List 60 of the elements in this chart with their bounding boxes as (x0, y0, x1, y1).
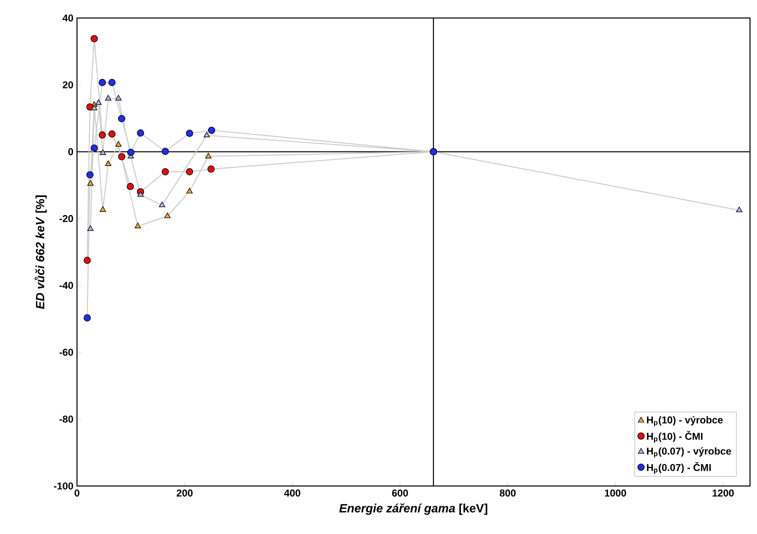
point (105, 160, 112, 166)
point (207, 166, 215, 173)
point (87, 180, 94, 186)
point (98, 131, 106, 139)
point (137, 191, 144, 197)
point (118, 153, 126, 160)
y-tick-label: -60 (59, 348, 74, 356)
y-tick-label: 40 (62, 14, 74, 22)
point (115, 141, 122, 147)
y-tick-label: -40 (59, 282, 74, 289)
point (84, 256, 91, 264)
y-tick-label: -80 (59, 416, 74, 423)
point (105, 94, 112, 100)
point (100, 149, 106, 155)
point (186, 168, 194, 176)
point (162, 148, 169, 155)
y-axis-title: ED vůči 662 keV [%] (34, 195, 47, 310)
x-tick-label: 800 (500, 490, 516, 497)
point (84, 314, 91, 322)
point (205, 152, 212, 158)
y-tick-label: 0 (68, 148, 74, 156)
point (127, 148, 134, 156)
point (134, 222, 141, 228)
point (90, 35, 98, 42)
y-tick-label: -100 (54, 482, 74, 490)
point (186, 188, 193, 194)
point (158, 202, 166, 208)
y-tick-label: 20 (62, 81, 74, 88)
point (108, 130, 116, 138)
legend-label: H$_{p}$(10) - výrobce (646, 416, 723, 426)
point (736, 206, 742, 212)
point (98, 78, 106, 86)
legend-label: H$_{p}$(0.07) - výrobce (646, 447, 732, 458)
point (126, 182, 134, 190)
x-tick-label: 1000 (604, 490, 626, 497)
point (118, 115, 126, 122)
point (108, 78, 116, 86)
x-tick-label: 400 (284, 490, 300, 497)
point (164, 212, 171, 218)
point (136, 129, 144, 137)
point (115, 94, 122, 100)
point (95, 99, 102, 105)
x-tick-label: 600 (392, 490, 408, 497)
x-tick-label: 1200 (712, 490, 734, 497)
x-tick-label: 200 (176, 490, 193, 497)
legend-label: H$_{p}$(10) - ČMI (646, 430, 702, 443)
point (87, 225, 94, 231)
point (162, 168, 169, 176)
point (86, 171, 94, 178)
point (86, 103, 94, 111)
y-tick-label: -20 (59, 215, 74, 222)
point (90, 144, 98, 152)
legend-label: H$_{p}$(0.07) - ČMI (646, 462, 711, 474)
point (208, 126, 216, 134)
x-tick-label: 0 (74, 490, 80, 497)
point (186, 130, 194, 137)
x-axis-title: Energie záření gama [keV] (339, 503, 488, 515)
point (204, 132, 210, 138)
point (91, 104, 98, 110)
point (100, 206, 106, 212)
